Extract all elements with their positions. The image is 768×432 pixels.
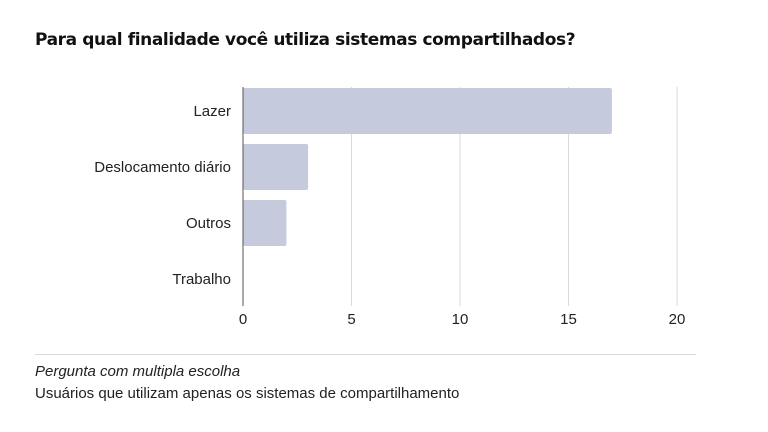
category-label: Lazer xyxy=(193,103,231,120)
x-tick-label: 0 xyxy=(239,311,247,328)
x-tick-label: 5 xyxy=(347,311,355,328)
bar-lazer xyxy=(243,88,612,134)
category-label: Outros xyxy=(186,215,231,232)
category-label: Deslocamento diário xyxy=(94,159,231,176)
x-tick-label: 20 xyxy=(669,311,686,328)
x-tick-label: 10 xyxy=(452,311,469,328)
chart-title: Para qual finalidade você utiliza sistem… xyxy=(35,30,576,50)
population-note: Usuários que utilizam apenas os sistemas… xyxy=(35,385,460,402)
x-tick-label: 15 xyxy=(560,311,577,328)
bar-deslocamento-diário xyxy=(243,144,309,190)
bar-outros xyxy=(243,200,287,246)
divider xyxy=(35,354,696,355)
question-type-note: Pergunta com multipla escolha xyxy=(35,363,241,380)
category-label: Trabalho xyxy=(172,271,231,288)
